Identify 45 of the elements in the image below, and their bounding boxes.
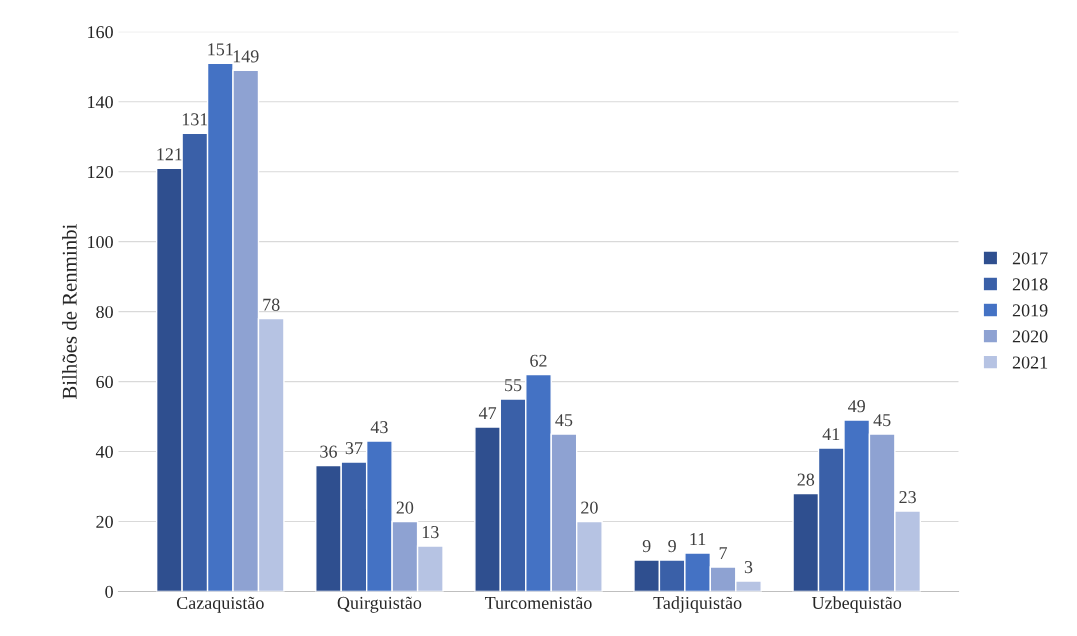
legend-label: 2019 bbox=[1012, 304, 1048, 317]
data-label: 41 bbox=[822, 428, 840, 441]
legend-label: 2021 bbox=[1012, 356, 1048, 369]
legend-label: 2020 bbox=[1012, 330, 1048, 343]
data-label: 62 bbox=[530, 354, 547, 367]
data-label: 36 bbox=[320, 445, 337, 458]
data-label: 131 bbox=[182, 113, 208, 126]
y-axis-title: Bilhões de Renminbi bbox=[62, 224, 77, 399]
y-tick-label: 160 bbox=[88, 26, 113, 39]
x-tick-label: Turcomenistão bbox=[484, 596, 592, 610]
data-label: 37 bbox=[345, 442, 363, 455]
data-label: 20 bbox=[396, 501, 414, 514]
data-label: 28 bbox=[797, 473, 815, 486]
data-label: 151 bbox=[208, 43, 233, 56]
y-tick-label: 80 bbox=[96, 305, 113, 319]
y-tick-label: 20 bbox=[96, 515, 113, 528]
y-tick-label: 60 bbox=[96, 375, 113, 389]
data-label: 11 bbox=[690, 533, 706, 545]
y-tick-label: 0 bbox=[105, 585, 113, 598]
y-tick-label: 100 bbox=[88, 235, 113, 249]
data-label: 49 bbox=[848, 400, 865, 413]
y-tick-label: 140 bbox=[88, 96, 113, 109]
data-label: 45 bbox=[555, 414, 573, 427]
x-tick-label: Tadjiquistão bbox=[653, 596, 742, 613]
data-label: 55 bbox=[505, 379, 522, 392]
x-tick-label: Uzbequistão bbox=[811, 596, 902, 613]
y-tick-label: 40 bbox=[95, 445, 113, 458]
legend-label: 2017 bbox=[1012, 252, 1048, 265]
data-label: 9 bbox=[668, 540, 676, 553]
data-label: 7 bbox=[719, 547, 728, 559]
data-label: 43 bbox=[370, 421, 388, 434]
data-label: 13 bbox=[422, 526, 439, 539]
data-label: 45 bbox=[873, 414, 891, 427]
data-label: 47 bbox=[478, 407, 497, 420]
data-label: 9 bbox=[642, 540, 651, 553]
data-label: 3 bbox=[744, 561, 753, 574]
data-label: 23 bbox=[899, 491, 916, 504]
legend-label: 2018 bbox=[1012, 278, 1048, 291]
x-tick-label: Cazaquistão bbox=[176, 596, 264, 613]
data-label: 20 bbox=[581, 501, 598, 514]
data-label: 121 bbox=[157, 148, 182, 161]
y-tick-label: 120 bbox=[88, 165, 113, 179]
data-label: 78 bbox=[263, 298, 280, 311]
x-tick-label: Quirguistão bbox=[337, 596, 422, 613]
data-label: 149 bbox=[233, 50, 259, 63]
